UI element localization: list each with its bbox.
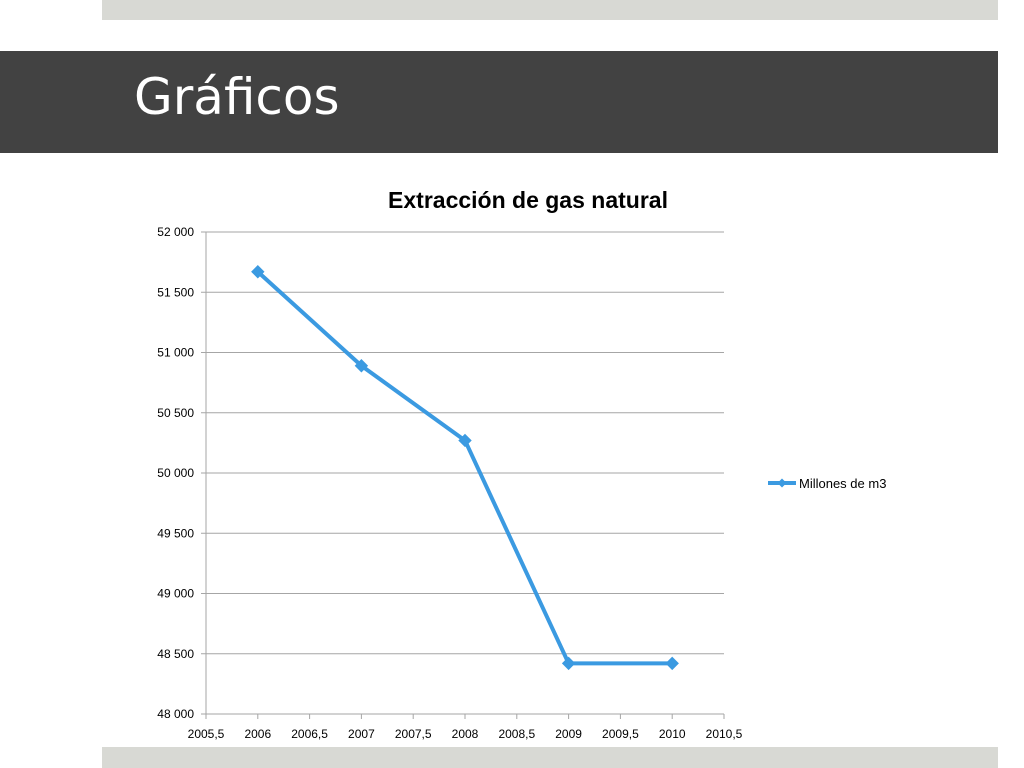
y-tick-label: 52 000 <box>157 225 194 239</box>
y-tick-label: 48 000 <box>157 707 194 721</box>
chart-title: Extracción de gas natural <box>388 187 668 213</box>
legend-marker <box>777 478 787 488</box>
title-band <box>0 51 998 153</box>
bottom-accent-band <box>102 747 998 768</box>
y-tick-label: 48 500 <box>157 647 194 661</box>
x-tick-label: 2010,5 <box>706 727 743 741</box>
x-tick-label: 2007,5 <box>395 727 432 741</box>
data-point-marker <box>251 265 265 279</box>
y-tick-label: 51 500 <box>157 285 194 299</box>
data-point-marker <box>561 656 576 671</box>
x-tick-label: 2009,5 <box>602 727 639 741</box>
y-tick-label: 50 500 <box>157 406 194 420</box>
series-layer <box>251 265 679 671</box>
legend: Millones de m3 <box>768 476 886 491</box>
data-point-marker <box>665 656 679 671</box>
top-accent-band <box>102 0 998 20</box>
gridlines <box>206 231 724 655</box>
legend-label: Millones de m3 <box>799 476 886 491</box>
y-tick-label: 49 500 <box>157 526 194 540</box>
x-tick-label: 2005,5 <box>188 727 225 741</box>
series-line <box>256 270 673 666</box>
x-tick-label: 2010 <box>659 727 686 741</box>
y-tick-label: 49 000 <box>157 587 194 601</box>
x-tick-label: 2009 <box>555 727 582 741</box>
y-tick-label: 51 000 <box>157 346 194 360</box>
x-tick-label: 2007 <box>348 727 375 741</box>
y-tick-label: 50 000 <box>157 466 194 480</box>
slide-title: Gráficos <box>134 68 340 126</box>
x-tick-label: 2006 <box>244 727 271 741</box>
x-tick-label: 2008 <box>452 727 479 741</box>
data-point-marker <box>458 433 472 448</box>
data-point-marker <box>354 359 369 373</box>
axes <box>201 231 725 719</box>
y-axis-tick-labels: 48 000 48 500 49 000 49 500 50 000 50 500 51 0… <box>157 225 194 721</box>
x-axis-tick-labels: 2005,5 2006 2006,5 2007 2007,5 2008 2008,5 2009… <box>188 727 743 741</box>
x-tick-label: 2006,5 <box>291 727 328 741</box>
x-tick-label: 2008,5 <box>498 727 535 741</box>
